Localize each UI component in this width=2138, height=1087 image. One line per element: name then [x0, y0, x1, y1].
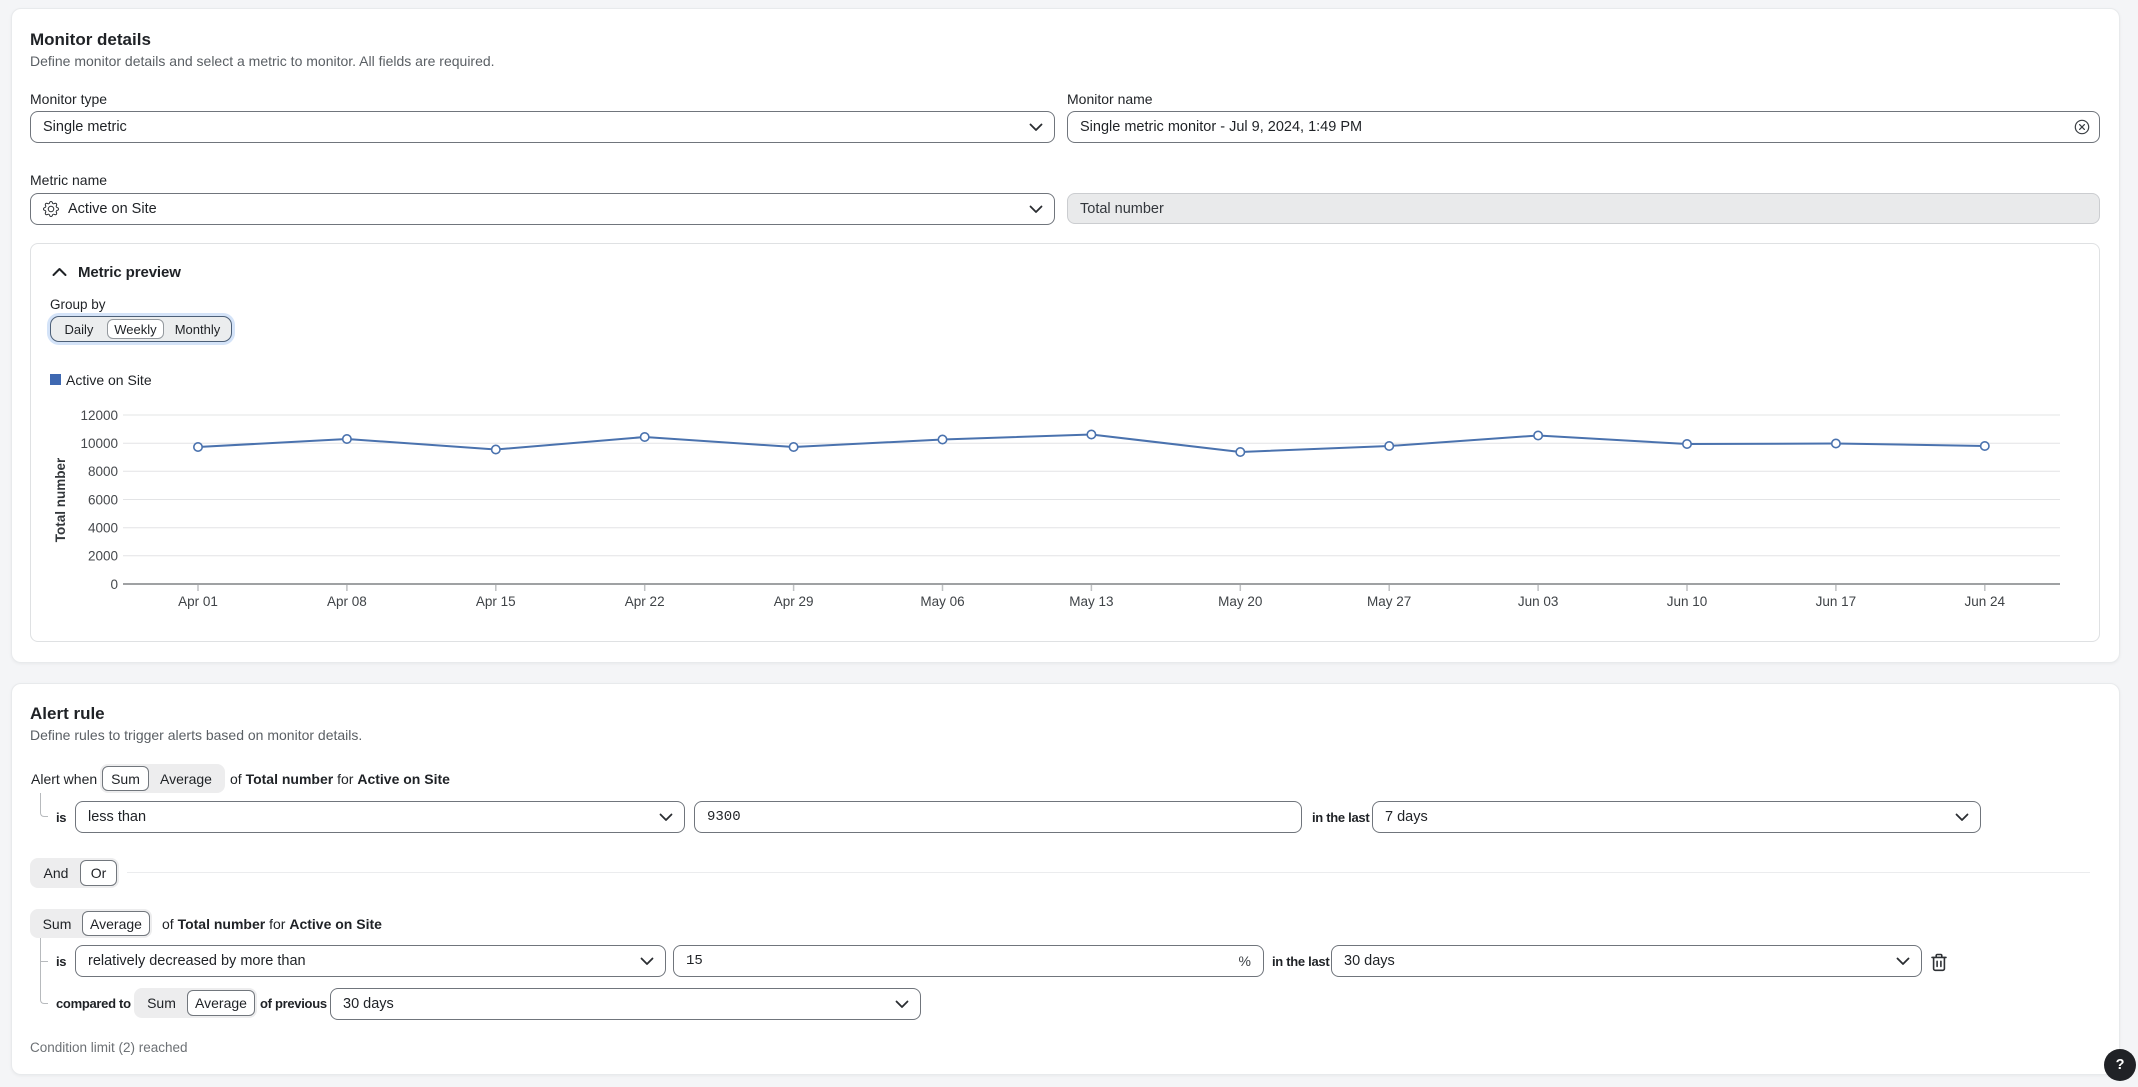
svg-text:2000: 2000: [88, 549, 118, 564]
svg-text:8000: 8000: [88, 464, 118, 479]
svg-text:Jun 03: Jun 03: [1518, 594, 1559, 609]
svg-text:May 20: May 20: [1218, 594, 1262, 609]
svg-text:Apr 01: Apr 01: [178, 594, 218, 609]
svg-text:Jun 17: Jun 17: [1816, 594, 1857, 609]
svg-text:Total number: Total number: [53, 457, 68, 542]
svg-text:May 27: May 27: [1367, 594, 1411, 609]
svg-text:May 13: May 13: [1069, 594, 1113, 609]
svg-text:Apr 22: Apr 22: [625, 594, 665, 609]
svg-text:6000: 6000: [88, 492, 118, 507]
svg-text:Apr 29: Apr 29: [774, 594, 814, 609]
svg-text:Jun 10: Jun 10: [1667, 594, 1708, 609]
svg-text:May 06: May 06: [920, 594, 964, 609]
svg-text:0: 0: [110, 577, 118, 592]
svg-text:12000: 12000: [80, 408, 118, 423]
svg-text:Apr 08: Apr 08: [327, 594, 367, 609]
svg-text:4000: 4000: [88, 521, 118, 536]
svg-text:Apr 15: Apr 15: [476, 594, 516, 609]
svg-text:10000: 10000: [80, 436, 118, 451]
svg-text:Jun 24: Jun 24: [1965, 594, 2006, 609]
